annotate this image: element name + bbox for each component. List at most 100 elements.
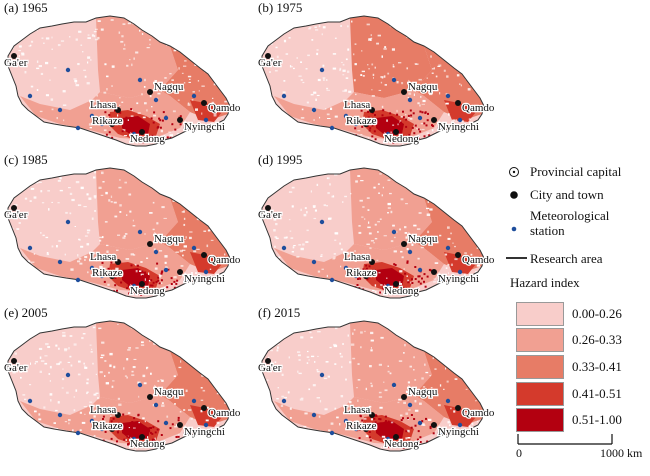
speckle — [187, 75, 192, 78]
speckle — [23, 132, 27, 134]
speckle — [161, 404, 165, 407]
hotspot — [108, 131, 111, 134]
speckle — [447, 421, 450, 424]
speckle — [318, 434, 323, 437]
speckle — [176, 187, 180, 191]
speckle — [422, 336, 425, 338]
speckle — [97, 36, 100, 40]
speckle — [389, 372, 392, 375]
speckle — [444, 43, 447, 46]
speckle — [64, 253, 66, 256]
speckle — [313, 217, 317, 220]
speckle — [154, 267, 158, 270]
speckle — [110, 201, 113, 203]
speckle — [387, 179, 391, 181]
hotspot — [387, 432, 390, 434]
speckle — [334, 363, 337, 365]
speckle — [408, 83, 410, 85]
speckle — [454, 195, 457, 198]
speckle — [288, 191, 293, 193]
speckle — [93, 415, 96, 418]
speckle — [443, 69, 446, 72]
speckle — [222, 345, 225, 348]
speckle — [380, 446, 383, 449]
speckle — [70, 268, 74, 271]
speckle — [30, 40, 34, 43]
speckle — [405, 203, 408, 205]
speckle — [216, 220, 218, 222]
hotspot — [374, 138, 377, 141]
speckle — [270, 349, 273, 352]
hotspot — [116, 289, 118, 292]
speckle — [115, 267, 119, 270]
speckle — [33, 196, 37, 199]
speckle — [275, 223, 278, 226]
speckle — [429, 208, 433, 211]
speckle — [279, 440, 282, 442]
speckle — [267, 143, 271, 146]
speckle — [102, 121, 106, 124]
speckle — [434, 368, 437, 370]
speckle — [190, 334, 194, 337]
speckle — [477, 187, 480, 190]
speckle — [354, 63, 357, 66]
speckle — [389, 192, 392, 195]
speckle — [293, 296, 297, 298]
speckle — [113, 409, 117, 412]
speckle — [164, 255, 168, 258]
speckle — [429, 93, 433, 96]
hotspot — [150, 441, 153, 444]
meteorological-station-dot — [117, 269, 123, 275]
speckle — [165, 180, 167, 183]
speckle — [183, 199, 186, 203]
hotspot — [418, 275, 421, 278]
hotspot — [160, 279, 163, 282]
speckle — [266, 183, 269, 185]
speckle — [199, 274, 202, 277]
speckle — [53, 67, 57, 69]
speckle — [63, 445, 67, 449]
speckle — [288, 37, 291, 39]
speckle — [414, 409, 419, 412]
speckle — [50, 98, 54, 101]
speckle — [122, 129, 126, 131]
speckle — [365, 435, 369, 437]
speckle — [423, 143, 427, 145]
speckle — [379, 218, 382, 220]
speckle — [404, 226, 407, 229]
meteorological-station-dot — [407, 402, 413, 408]
speckle — [357, 175, 361, 177]
speckle — [112, 118, 116, 121]
speckle — [404, 344, 406, 347]
speckle — [386, 277, 388, 279]
speckle — [387, 370, 390, 373]
speckle — [202, 389, 206, 392]
meteorological-station-dot — [75, 125, 81, 131]
speckle — [125, 258, 130, 260]
speckle — [64, 348, 68, 351]
speckle — [149, 339, 151, 342]
speckle — [314, 209, 317, 212]
speckle — [189, 30, 192, 33]
speckle — [77, 260, 81, 263]
hotspot — [116, 440, 118, 443]
speckle — [128, 347, 131, 349]
speckle — [358, 225, 361, 227]
speckle — [106, 244, 109, 247]
speckle — [223, 134, 225, 136]
speckle — [133, 358, 137, 360]
speckle — [177, 328, 179, 331]
speckle — [223, 22, 227, 24]
speckle — [146, 47, 150, 49]
speckle — [84, 235, 88, 237]
speckle — [227, 119, 230, 123]
hotspot — [117, 121, 120, 124]
speckle — [291, 186, 295, 189]
speckle — [121, 101, 124, 103]
speckle — [421, 377, 424, 380]
speckle — [340, 248, 343, 251]
city-dot — [139, 281, 145, 287]
city-label: Qamdo — [208, 254, 241, 266]
speckle — [16, 121, 18, 123]
hotspot — [127, 285, 130, 288]
